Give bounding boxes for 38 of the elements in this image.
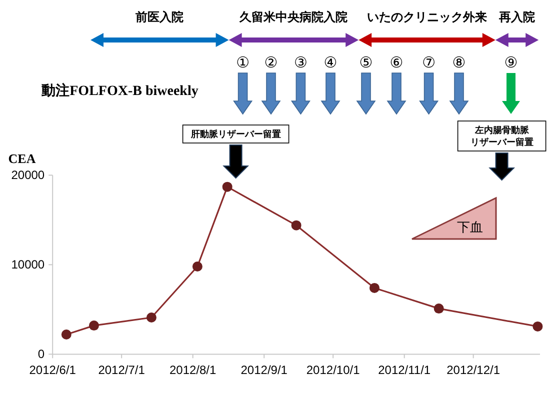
text: ⑥ (390, 54, 404, 72)
text: 再入院 (498, 10, 535, 24)
point (146, 312, 156, 323)
y-axis-title: CEA (8, 151, 36, 166)
point (88, 320, 99, 331)
x-tick-label: 2012/11/1 (378, 363, 431, 378)
text: いたのクリニック外来 (367, 10, 487, 24)
text: 左内腸骨動脈 (474, 125, 530, 135)
text: 久留米中央病院入院 (238, 10, 348, 24)
x-tick-label: 2012/10/1 (306, 363, 360, 378)
text: ⑤ (359, 54, 373, 72)
text: ④ (324, 54, 338, 72)
text: ⑧ (452, 54, 466, 72)
text: ⑨ (504, 54, 518, 72)
text: ③ (294, 54, 308, 72)
x-tick-label: 2012/7/1 (98, 363, 146, 378)
text: 前医入院 (134, 10, 184, 24)
point (192, 261, 202, 272)
point (222, 182, 232, 192)
x-tick-label: 2012/9/1 (240, 363, 288, 378)
x-tick-label: 2012/6/1 (29, 363, 76, 378)
point (291, 220, 302, 230)
y-tick-label: 20000 (11, 168, 45, 182)
text: ② (264, 54, 278, 72)
text: リザーバー留置 (470, 137, 534, 147)
point (61, 330, 72, 340)
text: 動注FOLFOX-B biweekly (40, 82, 198, 99)
text: ① (236, 54, 250, 72)
text: ⑦ (422, 54, 436, 72)
point (532, 321, 543, 332)
text: 肝動脈リザーバー留置 (190, 129, 281, 139)
x-tick-label: 2012/8/1 (169, 363, 217, 378)
point (369, 282, 380, 293)
x-tick-label: 2012/12/1 (446, 363, 500, 378)
point (434, 304, 444, 314)
y-tick-label: 10000 (11, 258, 45, 272)
annotation: 下血 (457, 220, 483, 234)
y-tick-label: 0 (38, 347, 45, 362)
